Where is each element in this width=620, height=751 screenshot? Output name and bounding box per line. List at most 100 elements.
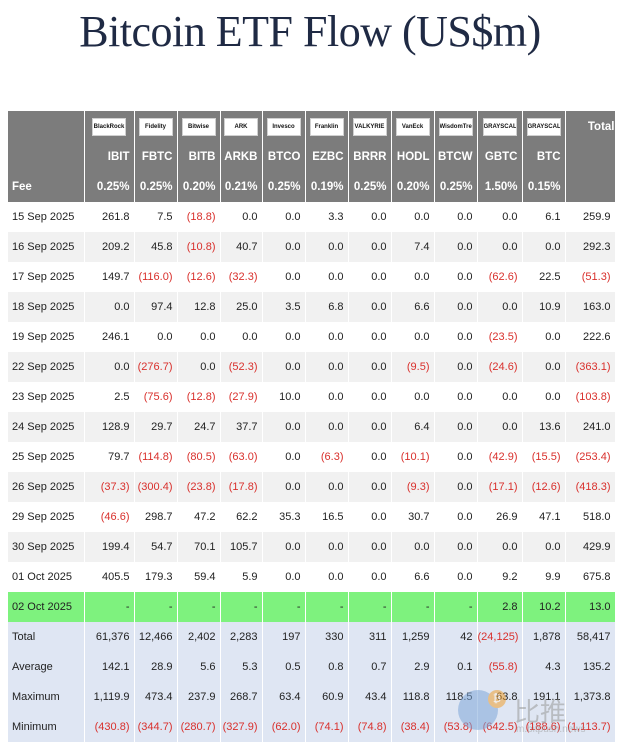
summary-cell: (38.4) xyxy=(391,712,435,742)
flow-cell: 149.7 xyxy=(84,262,135,292)
flow-cell: 3.5 xyxy=(262,292,306,322)
flow-cell: (15.5) xyxy=(522,442,566,472)
summary-cell: 473.4 xyxy=(134,682,178,712)
flow-cell: (276.7) xyxy=(134,352,178,382)
issuer-logo-icon: GRAYSCALE xyxy=(482,117,517,136)
flow-cell: 0.0 xyxy=(434,202,478,232)
table-row: 23 Sep 2025 2.5 (75.6) (12.8) (27.9) 10.0 0.0 0… xyxy=(8,382,616,412)
fee-row: Fee 0.25% 0.25% 0.20% 0.21% 0.25% 0.19% 0.25% 0.… xyxy=(8,172,616,202)
flow-cell: 0.0 xyxy=(522,322,566,352)
flow-cell: (114.8) xyxy=(134,442,178,472)
summary-cell: 2,402 xyxy=(177,622,221,652)
flow-cell: - xyxy=(434,592,478,622)
flow-cell: 0.0 xyxy=(348,262,392,292)
flow-cell: 0.0 xyxy=(434,472,478,502)
flow-cell: 0.0 xyxy=(434,532,478,562)
flow-cell: (17.1) xyxy=(477,472,523,502)
flow-cell: 0.0 xyxy=(477,382,523,412)
date-cell: 26 Sep 2025 xyxy=(8,472,85,502)
row-total-cell: 241.0 xyxy=(565,412,616,442)
etf-flow-table-wrapper: BlackRock Fidelity Bitwise ARK Invesco Frankl… xyxy=(8,111,616,742)
flow-cell: 97.4 xyxy=(134,292,178,322)
issuer-logo-icon: VALKYRIE xyxy=(352,117,387,136)
date-cell: 19 Sep 2025 xyxy=(8,322,85,352)
fee-cell: 0.25% xyxy=(84,172,135,202)
flow-cell: 179.3 xyxy=(134,562,178,592)
flow-cell: 9.2 xyxy=(477,562,523,592)
flow-cell: 0.0 xyxy=(348,292,392,322)
summary-row: Total 61,376 12,466 2,402 2,283 197 330 311 1,25… xyxy=(8,622,616,652)
flow-cell: 0.0 xyxy=(84,292,135,322)
flow-cell: (46.6) xyxy=(84,502,135,532)
flow-cell: (18.8) xyxy=(177,202,221,232)
ticker-cell: IBIT xyxy=(84,142,135,172)
logo-cell: WisdomTree xyxy=(434,111,478,142)
flow-cell: 6.4 xyxy=(391,412,435,442)
flow-cell: - xyxy=(348,592,392,622)
ticker-cell: GBTC xyxy=(477,142,523,172)
row-total-cell: (253.4) xyxy=(565,442,616,472)
ticker-cell: BRRR xyxy=(348,142,392,172)
summary-cell: 28.9 xyxy=(134,652,178,682)
etf-flow-table: BlackRock Fidelity Bitwise ARK Invesco Frankl… xyxy=(8,111,616,742)
fee-cell: 0.20% xyxy=(177,172,221,202)
flow-cell: 26.9 xyxy=(477,502,523,532)
summary-total-cell: (1,113.7) xyxy=(565,712,616,742)
flow-cell: (32.3) xyxy=(220,262,263,292)
total-column-header: Total xyxy=(565,111,616,142)
fee-cell: 0.20% xyxy=(391,172,435,202)
date-cell: 29 Sep 2025 xyxy=(8,502,85,532)
summary-label: Average xyxy=(8,652,85,682)
flow-cell: 0.0 xyxy=(305,532,349,562)
flow-cell: 0.0 xyxy=(134,322,178,352)
summary-label: Maximum xyxy=(8,682,85,712)
fee-cell: 0.21% xyxy=(220,172,263,202)
ticker-cell: BTCW xyxy=(434,142,478,172)
bitcoin-coin-icon: ₿ xyxy=(488,690,506,708)
summary-cell: 2,283 xyxy=(220,622,263,652)
flow-cell: 0.0 xyxy=(434,562,478,592)
flow-cell: 0.0 xyxy=(262,562,306,592)
flow-cell: 10.0 xyxy=(262,382,306,412)
logo-cell: Franklin xyxy=(305,111,349,142)
logo-cell: Invesco xyxy=(262,111,306,142)
flow-cell: 0.0 xyxy=(434,382,478,412)
issuer-logo-icon: Bitwise xyxy=(181,117,216,136)
flow-cell: (116.0) xyxy=(134,262,178,292)
flow-cell: 16.5 xyxy=(305,502,349,532)
row-total-cell: 13.0 xyxy=(565,592,616,622)
flow-cell: 0.0 xyxy=(522,352,566,382)
row-total-cell: (418.3) xyxy=(565,472,616,502)
table-row: 02 Oct 2025- - - - - - - - -2.8 10.2 13.0 xyxy=(8,592,616,622)
fee-cell: 0.15% xyxy=(522,172,566,202)
fee-label: Fee xyxy=(8,172,85,202)
table-row: 29 Sep 2025 (46.6) 298.7 47.2 62.2 35.3 16.5 0.… xyxy=(8,502,616,532)
summary-cell: (74.8) xyxy=(348,712,392,742)
flow-cell: 0.0 xyxy=(522,382,566,412)
summary-cell: (62.0) xyxy=(262,712,306,742)
summary-cell: (344.7) xyxy=(134,712,178,742)
flow-cell: (63.0) xyxy=(220,442,263,472)
watermark-text: 比推 xyxy=(514,698,567,728)
flow-cell: 0.0 xyxy=(262,532,306,562)
flow-cell: (27.9) xyxy=(220,382,263,412)
flow-cell: 0.0 xyxy=(522,232,566,262)
flow-cell: - xyxy=(84,592,135,622)
fee-cell: 0.25% xyxy=(134,172,178,202)
flow-cell: 0.0 xyxy=(220,202,263,232)
flow-cell: 0.0 xyxy=(348,322,392,352)
row-total-cell: 292.3 xyxy=(565,232,616,262)
ticker-cell: EZBC xyxy=(305,142,349,172)
flow-cell: 0.0 xyxy=(262,202,306,232)
summary-total-cell: 58,417 xyxy=(565,622,616,652)
flow-cell: 70.1 xyxy=(177,532,221,562)
flow-cell: 0.0 xyxy=(305,412,349,442)
flow-cell: 79.7 xyxy=(84,442,135,472)
table-row: 26 Sep 2025 (37.3) (300.4) (23.8) (17.8) 0.0 0… xyxy=(8,472,616,502)
ticker-cell: BITB xyxy=(177,142,221,172)
flow-cell: - xyxy=(177,592,221,622)
flow-cell: 0.0 xyxy=(477,202,523,232)
fee-cell: 0.25% xyxy=(262,172,306,202)
table-row: 22 Sep 2025 0.0 (276.7) 0.0 (52.3) 0.0 0.0 0.0(… xyxy=(8,352,616,382)
flow-cell: 62.2 xyxy=(220,502,263,532)
